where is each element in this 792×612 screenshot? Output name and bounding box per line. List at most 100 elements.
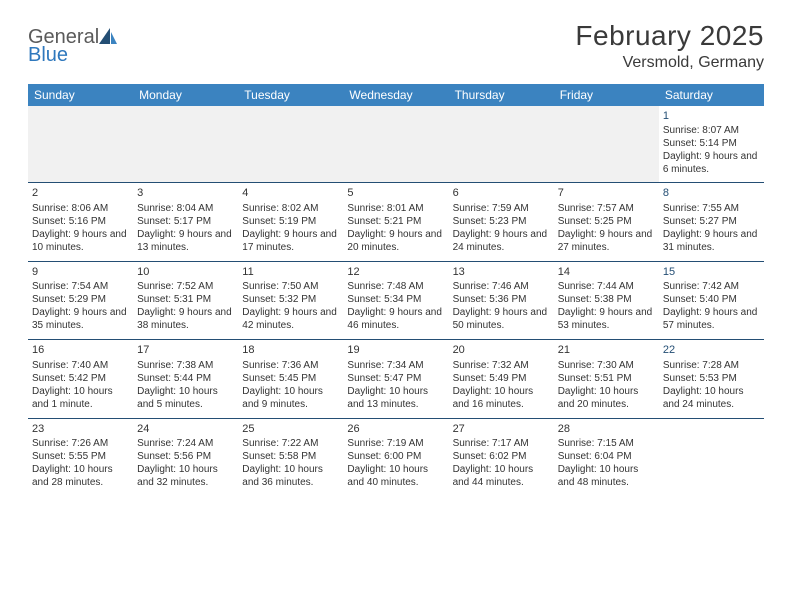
sunset-text: Sunset: 5:17 PM (137, 215, 234, 228)
day-number: 23 (32, 422, 129, 436)
sunset-text: Sunset: 6:02 PM (453, 450, 550, 463)
daylight-text: Daylight: 9 hours and 57 minutes. (663, 306, 760, 332)
day-cell: 13Sunrise: 7:46 AMSunset: 5:36 PMDayligh… (449, 262, 554, 340)
day-cell: 26Sunrise: 7:19 AMSunset: 6:00 PMDayligh… (343, 419, 448, 497)
day-number: 6 (453, 186, 550, 200)
sunset-text: Sunset: 5:29 PM (32, 293, 129, 306)
day-number: 24 (137, 422, 234, 436)
day-number: 8 (663, 186, 760, 200)
sunrise-text: Sunrise: 8:01 AM (347, 202, 444, 215)
week-row: 2Sunrise: 8:06 AMSunset: 5:16 PMDaylight… (28, 183, 764, 261)
daylight-text: Daylight: 10 hours and 32 minutes. (137, 463, 234, 489)
day-cell: 21Sunrise: 7:30 AMSunset: 5:51 PMDayligh… (554, 340, 659, 418)
daylight-text: Daylight: 9 hours and 17 minutes. (242, 228, 339, 254)
sunset-text: Sunset: 5:49 PM (453, 372, 550, 385)
sunrise-text: Sunrise: 7:15 AM (558, 437, 655, 450)
day-number: 16 (32, 343, 129, 357)
daylight-text: Daylight: 10 hours and 16 minutes. (453, 385, 550, 411)
sunset-text: Sunset: 5:16 PM (32, 215, 129, 228)
sunset-text: Sunset: 6:00 PM (347, 450, 444, 463)
sunrise-text: Sunrise: 8:02 AM (242, 202, 339, 215)
sunrise-text: Sunrise: 7:52 AM (137, 280, 234, 293)
day-cell: 23Sunrise: 7:26 AMSunset: 5:55 PMDayligh… (28, 419, 133, 497)
sunrise-text: Sunrise: 7:40 AM (32, 359, 129, 372)
day-cell (28, 106, 133, 183)
day-number: 10 (137, 265, 234, 279)
sunset-text: Sunset: 5:25 PM (558, 215, 655, 228)
day-cell: 11Sunrise: 7:50 AMSunset: 5:32 PMDayligh… (238, 262, 343, 340)
weekday-row: Sunday Monday Tuesday Wednesday Thursday… (28, 84, 764, 106)
sunrise-text: Sunrise: 7:48 AM (347, 280, 444, 293)
sunrise-text: Sunrise: 7:44 AM (558, 280, 655, 293)
daylight-text: Daylight: 10 hours and 48 minutes. (558, 463, 655, 489)
daylight-text: Daylight: 9 hours and 42 minutes. (242, 306, 339, 332)
daylight-text: Daylight: 10 hours and 28 minutes. (32, 463, 129, 489)
sunrise-text: Sunrise: 7:22 AM (242, 437, 339, 450)
day-number: 19 (347, 343, 444, 357)
sunset-text: Sunset: 5:47 PM (347, 372, 444, 385)
sunset-text: Sunset: 5:27 PM (663, 215, 760, 228)
sunset-text: Sunset: 5:36 PM (453, 293, 550, 306)
week-row: 9Sunrise: 7:54 AMSunset: 5:29 PMDaylight… (28, 262, 764, 340)
daylight-text: Daylight: 9 hours and 35 minutes. (32, 306, 129, 332)
day-cell: 6Sunrise: 7:59 AMSunset: 5:23 PMDaylight… (449, 183, 554, 261)
day-cell: 2Sunrise: 8:06 AMSunset: 5:16 PMDaylight… (28, 183, 133, 261)
day-number: 12 (347, 265, 444, 279)
week-row: 23Sunrise: 7:26 AMSunset: 5:55 PMDayligh… (28, 419, 764, 497)
day-number: 5 (347, 186, 444, 200)
weekday-mon: Monday (133, 84, 238, 106)
title-block: February 2025 Versmold, Germany (575, 20, 764, 72)
sunrise-text: Sunrise: 7:19 AM (347, 437, 444, 450)
day-number: 14 (558, 265, 655, 279)
sunset-text: Sunset: 6:04 PM (558, 450, 655, 463)
daylight-text: Daylight: 10 hours and 44 minutes. (453, 463, 550, 489)
header: General February 2025 Versmold, Germany (28, 20, 764, 72)
day-cell (659, 419, 764, 497)
sunrise-text: Sunrise: 7:36 AM (242, 359, 339, 372)
day-cell: 18Sunrise: 7:36 AMSunset: 5:45 PMDayligh… (238, 340, 343, 418)
sunset-text: Sunset: 5:23 PM (453, 215, 550, 228)
day-cell: 28Sunrise: 7:15 AMSunset: 6:04 PMDayligh… (554, 419, 659, 497)
daylight-text: Daylight: 10 hours and 36 minutes. (242, 463, 339, 489)
daylight-text: Daylight: 9 hours and 38 minutes. (137, 306, 234, 332)
daylight-text: Daylight: 9 hours and 10 minutes. (32, 228, 129, 254)
daylight-text: Daylight: 9 hours and 50 minutes. (453, 306, 550, 332)
calendar-table: Sunday Monday Tuesday Wednesday Thursday… (28, 84, 764, 497)
sunset-text: Sunset: 5:53 PM (663, 372, 760, 385)
week-row: 16 Sunrise: 7:40 AMSunset: 5:42 PM Dayligh… (28, 340, 764, 418)
day-cell (133, 106, 238, 183)
sunrise-text: Sunrise: 7:57 AM (558, 202, 655, 215)
day-number: 7 (558, 186, 655, 200)
weekday-wed: Wednesday (343, 84, 448, 106)
day-number: 18 (242, 343, 339, 357)
month-year-title: February 2025 (575, 20, 764, 52)
day-cell: 25Sunrise: 7:22 AMSunset: 5:58 PMDayligh… (238, 419, 343, 497)
day-number: 21 (558, 343, 655, 357)
day-cell: 5Sunrise: 8:01 AMSunset: 5:21 PMDaylight… (343, 183, 448, 261)
logo-text-blue-wrap: Blue (28, 44, 68, 67)
sunset-text: Sunset: 5:42 PM (32, 372, 129, 385)
day-number: 20 (453, 343, 550, 357)
daylight-text: Daylight: 10 hours and 40 minutes. (347, 463, 444, 489)
day-cell: 19Sunrise: 7:34 AMSunset: 5:47 PMDayligh… (343, 340, 448, 418)
sunrise-text: Sunrise: 7:30 AM (558, 359, 655, 372)
sunrise-text: Sunrise: 7:28 AM (663, 359, 760, 372)
day-number: 3 (137, 186, 234, 200)
sunrise-text: Sunrise: 7:59 AM (453, 202, 550, 215)
day-cell: 9Sunrise: 7:54 AMSunset: 5:29 PMDaylight… (28, 262, 133, 340)
day-number: 25 (242, 422, 339, 436)
sunrise-text: Sunrise: 7:26 AM (32, 437, 129, 450)
logo-sail-icon (99, 28, 117, 49)
daylight-text: Daylight: 9 hours and 13 minutes. (137, 228, 234, 254)
day-cell: 8Sunrise: 7:55 AMSunset: 5:27 PMDaylight… (659, 183, 764, 261)
sunset-text: Sunset: 5:56 PM (137, 450, 234, 463)
calendar-page: General February 2025 Versmold, Germany … (0, 0, 792, 517)
sunrise-text: Sunrise: 8:06 AM (32, 202, 129, 215)
weekday-thu: Thursday (449, 84, 554, 106)
sunset-text: Sunset: 5:34 PM (347, 293, 444, 306)
calendar-head: Sunday Monday Tuesday Wednesday Thursday… (28, 84, 764, 106)
daylight-text: Daylight: 10 hours and 5 minutes. (137, 385, 234, 411)
day-number: 4 (242, 186, 339, 200)
weekday-sun: Sunday (28, 84, 133, 106)
daylight-text: Daylight: 9 hours and 31 minutes. (663, 228, 760, 254)
